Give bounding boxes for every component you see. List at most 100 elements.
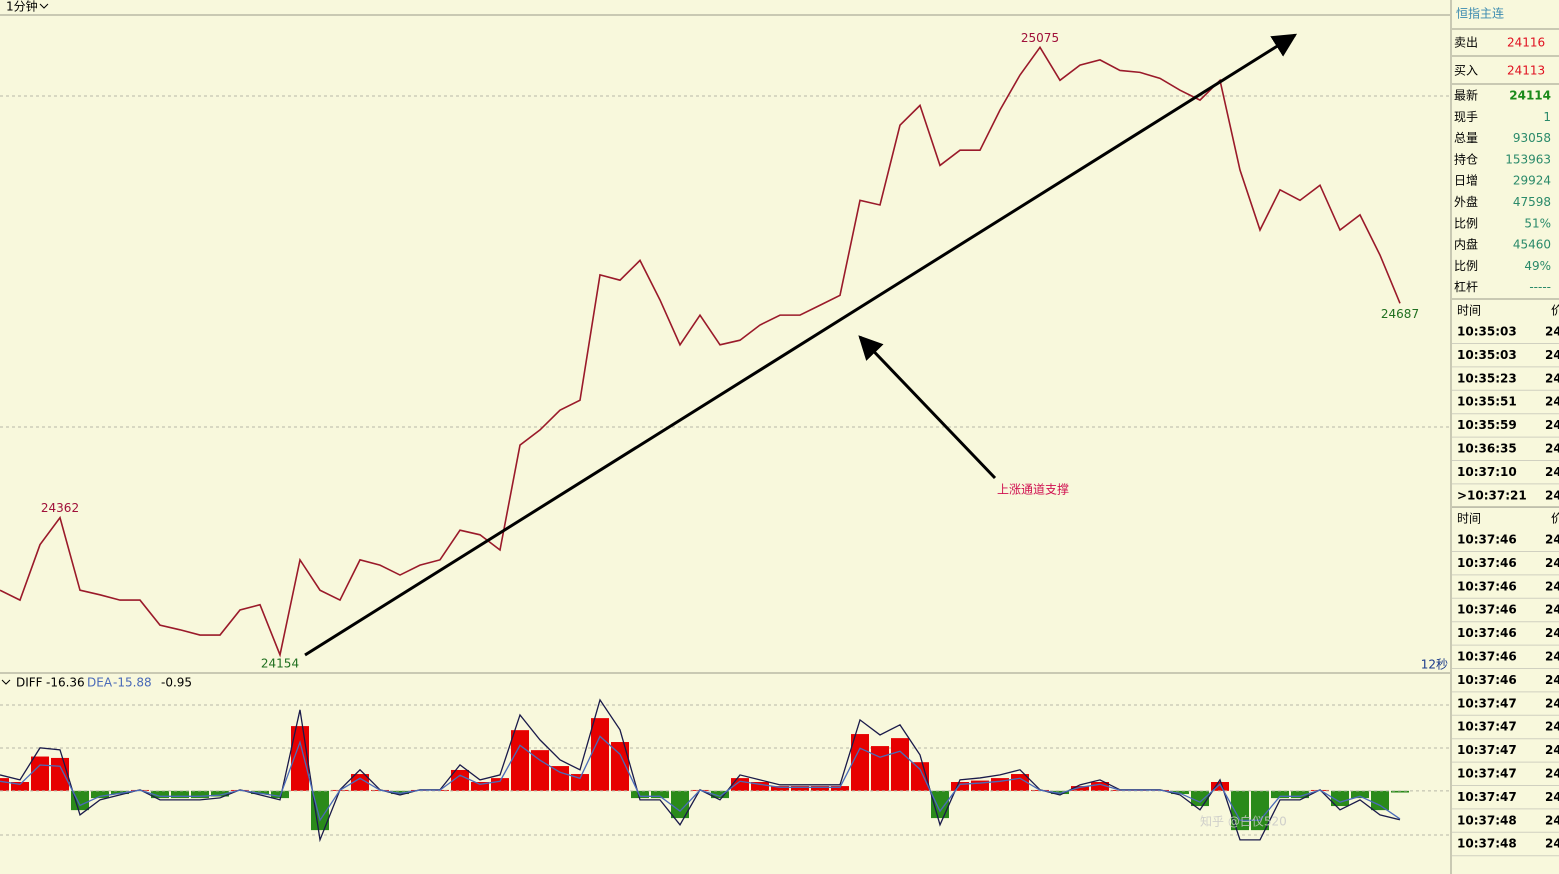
- macd-bar: [971, 780, 989, 791]
- legend-value: -15.88: [113, 676, 152, 690]
- tick-price: 24: [1545, 579, 1559, 593]
- quote-label: 现手: [1454, 110, 1478, 124]
- macd-bar: [891, 738, 909, 791]
- quote-label: 买入: [1454, 64, 1478, 78]
- macd-bar: [91, 790, 109, 799]
- dea-line: [0, 735, 1401, 822]
- quote-value: 24113: [1507, 64, 1545, 78]
- quote-label: 最新: [1454, 88, 1478, 103]
- dropdown-icon[interactable]: [39, 3, 49, 9]
- macd-bar: [831, 786, 849, 791]
- tick-time: 10:37:47: [1457, 790, 1517, 804]
- tick-price: 24: [1545, 488, 1559, 502]
- tick-price: 24: [1545, 465, 1559, 479]
- tick-price: 24: [1545, 348, 1559, 362]
- tick-time: 10:36:35: [1457, 442, 1517, 456]
- price-label: 25075: [1021, 31, 1059, 45]
- tick-time: 10:37:10: [1457, 465, 1517, 479]
- column-header: 价: [1551, 304, 1559, 318]
- macd-bar: [851, 734, 869, 791]
- legend-value: -0.95: [161, 676, 192, 690]
- quote-label: 比例: [1454, 259, 1478, 273]
- price-label: 24687: [1381, 307, 1419, 321]
- tick-time: 10:35:51: [1457, 395, 1517, 409]
- macd-bar: [1271, 790, 1289, 799]
- macd-bar: [211, 790, 229, 797]
- tick-price: 24: [1545, 696, 1559, 710]
- tick-time: 10:37:48: [1457, 813, 1517, 827]
- macd-bar: [1191, 790, 1209, 807]
- tick-price: 24: [1545, 371, 1559, 385]
- legend-label: DIFF: [16, 676, 43, 690]
- tick-price: 24: [1545, 720, 1559, 734]
- macd-bar: [351, 774, 369, 791]
- quote-value: 1: [1543, 110, 1551, 124]
- macd-bar: [611, 742, 629, 791]
- macd-bar: [451, 769, 469, 791]
- price-line: [0, 45, 1401, 658]
- macd-bar: [391, 790, 409, 795]
- tick-price: 24: [1545, 743, 1559, 757]
- macd-bar: [11, 782, 29, 791]
- tick-time: >10:37:21: [1457, 488, 1527, 502]
- period-selector[interactable]: 1分钟: [6, 0, 38, 14]
- price-label: 24154: [261, 656, 299, 670]
- tick-time: 10:37:48: [1457, 837, 1517, 851]
- column-header: 时间: [1457, 304, 1481, 318]
- macd-bar: [491, 778, 509, 791]
- tick-price: 24: [1545, 650, 1559, 664]
- macd-bar: [571, 774, 589, 791]
- macd-bar: [771, 786, 789, 791]
- tick-time: 10:35:59: [1457, 418, 1517, 432]
- macd-bar: [1291, 790, 1309, 799]
- panel-title: 恒指主连: [1456, 6, 1504, 21]
- macd-bar: [1171, 790, 1189, 795]
- trend-line: [304, 33, 1298, 657]
- macd-bar: [1391, 790, 1409, 793]
- tick-time: 10:37:47: [1457, 743, 1517, 757]
- quote-label: 杠杆: [1454, 279, 1478, 294]
- tick-price: 24: [1545, 442, 1559, 456]
- tick-time: 10:37:46: [1457, 673, 1517, 687]
- tick-time: 10:37:47: [1457, 720, 1517, 734]
- tick-time: 10:37:46: [1457, 650, 1517, 664]
- macd-bar: [1071, 786, 1089, 791]
- quote-value: -----: [1529, 280, 1551, 294]
- macd-bar: [31, 756, 49, 791]
- quote-label: 内盘: [1454, 237, 1478, 252]
- macd-bar: [951, 782, 969, 791]
- macd-bar: [151, 790, 169, 799]
- tick-time: 10:37:46: [1457, 603, 1517, 617]
- macd-bar: [51, 757, 69, 791]
- quote-value: 29924: [1513, 174, 1551, 188]
- macd-bar: [591, 718, 609, 791]
- macd-bar: [191, 790, 209, 799]
- tick-time: 10:37:47: [1457, 767, 1517, 781]
- tick-time: 10:35:03: [1457, 325, 1517, 339]
- macd-bar: [111, 790, 129, 795]
- macd-bar: [671, 790, 689, 819]
- quote-value: 45460: [1513, 238, 1551, 252]
- quote-value: 24114: [1509, 89, 1551, 103]
- tick-price: 24: [1545, 837, 1559, 851]
- price-label: 24362: [41, 501, 79, 515]
- macd-bar: [1331, 790, 1349, 807]
- tick-price: 24: [1545, 767, 1559, 781]
- tick-price: 24: [1545, 813, 1559, 827]
- macd-bar: [711, 790, 729, 799]
- macd-bar: [551, 766, 569, 791]
- tick-price: 24: [1545, 790, 1559, 804]
- tick-time: 10:37:46: [1457, 533, 1517, 547]
- quote-label: 日增: [1454, 174, 1478, 188]
- macd-bar: [531, 750, 549, 791]
- tick-time: 10:37:46: [1457, 556, 1517, 570]
- dropdown-icon[interactable]: [1, 679, 11, 685]
- column-header: 时间: [1457, 512, 1481, 526]
- annotation-arrow: [858, 335, 997, 480]
- quote-label: 总量: [1454, 131, 1478, 145]
- quote-label: 外盘: [1454, 194, 1478, 209]
- tick-time: 10:37:46: [1457, 579, 1517, 593]
- tick-price: 24: [1545, 325, 1559, 339]
- quote-value: 49%: [1524, 259, 1551, 273]
